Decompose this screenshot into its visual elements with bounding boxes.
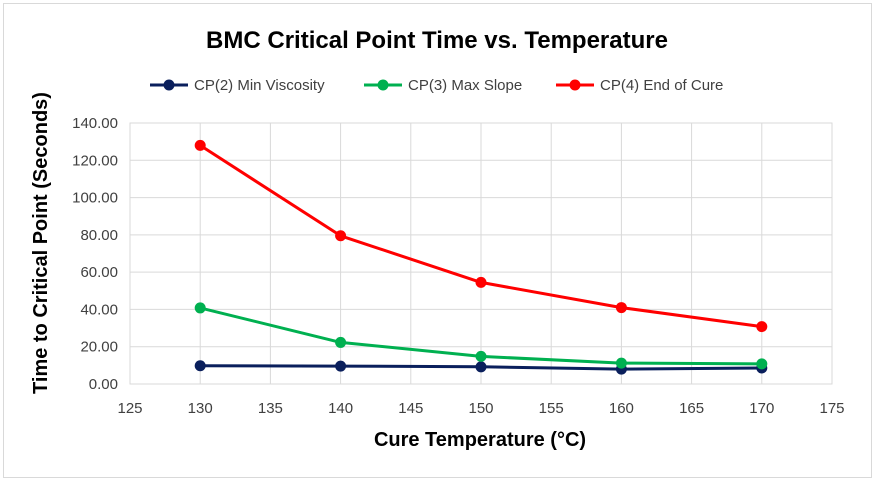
- x-tick-label: 140: [328, 400, 353, 417]
- x-tick-label: 125: [117, 400, 142, 417]
- x-axis-ticks: 125 130 135 140 145 150 155 160 165 170 175: [117, 400, 844, 417]
- data-point: [335, 336, 347, 348]
- x-tick-label: 165: [679, 400, 704, 417]
- legend-label: CP(3) Max Slope: [408, 77, 522, 94]
- grid-lines: [130, 123, 832, 385]
- legend-label: CP(2) Min Viscosity: [194, 77, 325, 94]
- plot-area-border: [129, 122, 833, 385]
- legend: CP(2) Min Viscosity CP(3) Max Slope CP(4) …: [150, 77, 723, 94]
- data-point: [335, 360, 347, 372]
- data-point: [194, 139, 206, 151]
- series-group: [194, 302, 768, 370]
- x-tick-label: 150: [468, 400, 493, 417]
- y-axis-title: Time to Critical Point (Seconds): [30, 92, 52, 394]
- series-group: [194, 139, 768, 333]
- legend-marker: [163, 79, 175, 91]
- y-tick-label: 120.00: [72, 152, 118, 169]
- y-tick-label: 0.00: [89, 376, 118, 393]
- x-tick-label: 155: [539, 400, 564, 417]
- data-point: [615, 357, 627, 369]
- chart-title: BMC Critical Point Time vs. Temperature: [206, 27, 668, 54]
- data-point: [756, 321, 768, 333]
- data-point: [335, 230, 347, 242]
- legend-marker: [569, 79, 581, 91]
- x-tick-label: 175: [819, 400, 844, 417]
- data-point: [194, 302, 206, 314]
- x-tick-label: 135: [258, 400, 283, 417]
- legend-label: CP(4) End of Cure: [600, 77, 723, 94]
- data-point: [475, 276, 487, 288]
- legend-marker: [377, 79, 389, 91]
- data-point: [194, 360, 206, 372]
- x-axis-title: Cure Temperature (°C): [374, 429, 586, 451]
- x-tick-label: 145: [398, 400, 423, 417]
- x-tick-label: 160: [609, 400, 634, 417]
- y-tick-label: 100.00: [72, 190, 118, 207]
- y-tick-label: 140.00: [72, 115, 118, 132]
- x-tick-label: 130: [188, 400, 213, 417]
- data-point: [475, 361, 487, 373]
- y-tick-label: 40.00: [80, 301, 118, 318]
- series-layer: [194, 139, 768, 375]
- y-tick-label: 20.00: [80, 339, 118, 356]
- data-point: [475, 350, 487, 362]
- data-point: [756, 358, 768, 370]
- series-group: [194, 360, 768, 375]
- data-point: [615, 302, 627, 314]
- y-tick-label: 60.00: [80, 264, 118, 281]
- chart-frame: [3, 3, 872, 478]
- y-tick-label: 80.00: [80, 227, 118, 244]
- y-axis-ticks: 0.00 20.00 40.00 60.00 80.00 100.00 120.00 140.…: [72, 115, 118, 393]
- x-tick-label: 170: [749, 400, 774, 417]
